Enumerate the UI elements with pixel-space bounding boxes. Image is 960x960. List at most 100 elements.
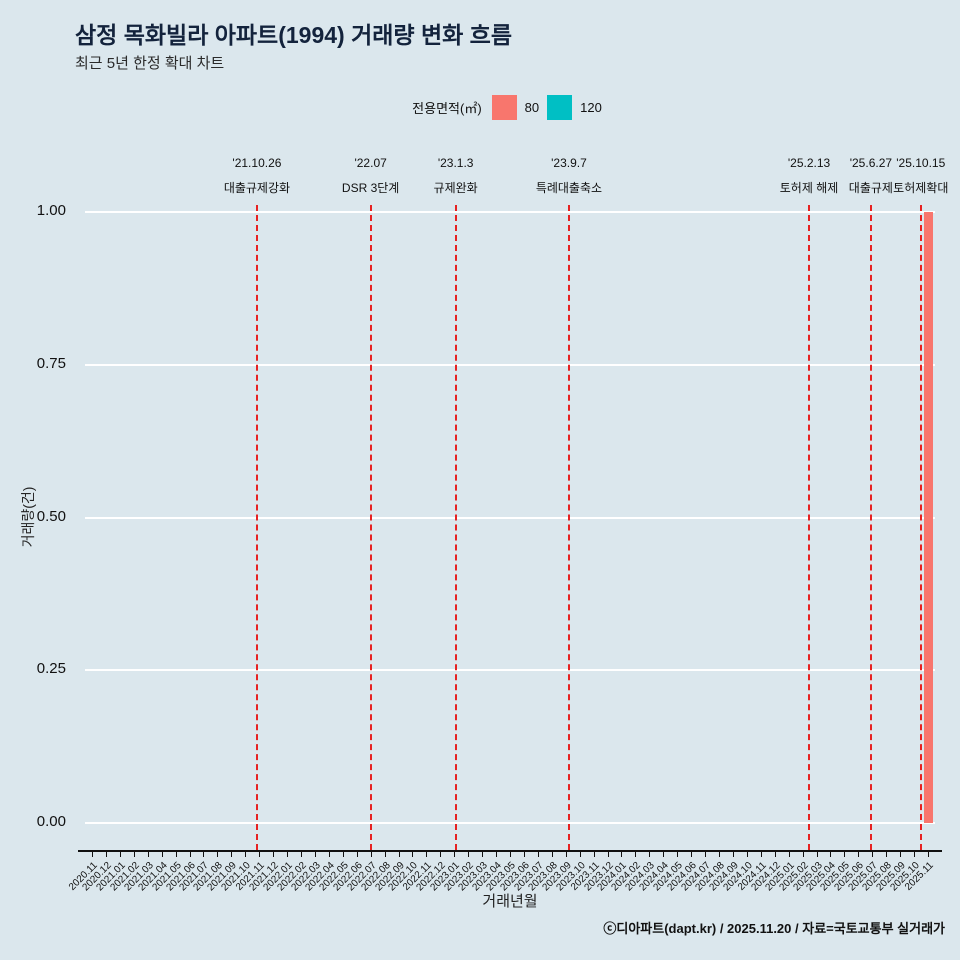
event-date: '25.2.13 bbox=[787, 156, 831, 170]
x-tick bbox=[119, 852, 121, 857]
bar bbox=[923, 212, 933, 823]
x-tick bbox=[746, 852, 748, 857]
event-label: 특례대출축소 bbox=[535, 181, 603, 195]
x-tick bbox=[300, 852, 302, 857]
event-date: '23.1.3 bbox=[437, 156, 474, 170]
x-tick bbox=[203, 852, 205, 857]
x-tick bbox=[844, 852, 846, 857]
x-tick bbox=[774, 852, 776, 857]
legend-swatch-80 bbox=[491, 94, 517, 120]
x-tick bbox=[356, 852, 358, 857]
x-tick bbox=[788, 852, 790, 857]
legend: 전용면적(㎡) 80 120 bbox=[27, 92, 960, 122]
event-line bbox=[919, 205, 922, 850]
y-tick-label: 0.00 bbox=[36, 813, 66, 830]
legend-label-80: 80 bbox=[524, 99, 540, 115]
event-label: 토허제 해제 bbox=[779, 181, 839, 195]
x-tick bbox=[719, 852, 721, 857]
x-tick bbox=[663, 852, 665, 857]
x-tick bbox=[245, 852, 247, 857]
x-tick bbox=[802, 852, 804, 857]
x-tick bbox=[886, 852, 888, 857]
x-tick bbox=[175, 852, 177, 857]
x-tick bbox=[760, 852, 762, 857]
x-tick bbox=[426, 852, 428, 857]
x-tick bbox=[900, 852, 902, 857]
event-date: '23.9.7 bbox=[551, 156, 587, 170]
y-tick-label: 1.00 bbox=[36, 202, 66, 219]
x-tick bbox=[147, 852, 149, 857]
x-tick bbox=[384, 852, 386, 857]
x-tick bbox=[579, 852, 581, 857]
x-tick bbox=[551, 852, 553, 857]
x-tick bbox=[928, 852, 930, 857]
x-tick bbox=[523, 852, 525, 857]
event-label: 규제완화 bbox=[433, 181, 478, 195]
grid-line bbox=[85, 363, 935, 366]
x-axis-line bbox=[78, 850, 942, 852]
x-tick bbox=[468, 852, 470, 857]
legend-label-120: 120 bbox=[580, 99, 602, 115]
x-tick bbox=[705, 852, 707, 857]
x-tick bbox=[314, 852, 316, 857]
x-tick bbox=[830, 852, 832, 857]
legend-items: 80 120 bbox=[491, 94, 602, 120]
x-tick bbox=[593, 852, 595, 857]
x-tick bbox=[858, 852, 860, 857]
y-tick-label: 0.25 bbox=[36, 660, 66, 678]
x-tick bbox=[635, 852, 637, 857]
event-label: 대출규제강화 bbox=[223, 181, 291, 195]
event-line bbox=[869, 205, 872, 850]
chart-title: 삼정 목화빌라 아파트(1994) 거래량 변화 흐름 bbox=[75, 22, 512, 48]
legend-title: 전용면적(㎡) bbox=[412, 100, 482, 116]
event-line bbox=[808, 205, 811, 850]
x-tick bbox=[273, 852, 275, 857]
event-label: 대출규제 bbox=[848, 181, 893, 195]
x-tick bbox=[565, 852, 567, 857]
grid-line bbox=[85, 822, 935, 824]
x-tick bbox=[217, 852, 219, 857]
x-tick bbox=[342, 852, 344, 857]
event-line bbox=[567, 205, 570, 850]
x-tick bbox=[412, 852, 414, 857]
x-tick bbox=[105, 852, 107, 857]
x-tick bbox=[691, 852, 693, 857]
x-tick bbox=[649, 852, 651, 857]
y-tick-label: 0.50 bbox=[36, 507, 66, 525]
x-tick bbox=[328, 852, 330, 857]
x-tick bbox=[607, 852, 609, 857]
chart-subtitle: 최근 5년 한정 확대 차트 bbox=[75, 55, 225, 72]
x-tick bbox=[621, 852, 623, 857]
grid-line bbox=[85, 669, 935, 672]
x-tick bbox=[914, 852, 916, 857]
x-axis-title: 거래년월 bbox=[482, 893, 538, 910]
event-date: '22.07 bbox=[354, 156, 387, 170]
y-tick-label: 0.75 bbox=[36, 354, 66, 372]
x-tick bbox=[537, 852, 539, 857]
x-tick bbox=[482, 852, 484, 857]
grid-line bbox=[85, 516, 935, 519]
x-tick bbox=[133, 852, 135, 857]
x-tick bbox=[677, 852, 679, 857]
event-label: 토허제확대 bbox=[893, 181, 949, 195]
event-label: DSR 3단계 bbox=[341, 181, 400, 195]
x-tick bbox=[496, 852, 498, 857]
event-date: '21.10.26 bbox=[232, 156, 282, 170]
event-line bbox=[255, 205, 258, 850]
x-tick bbox=[161, 852, 163, 857]
x-tick bbox=[259, 852, 261, 857]
x-tick bbox=[398, 852, 400, 857]
grid-line bbox=[85, 211, 935, 213]
y-axis-title: 거래량(건) bbox=[20, 486, 36, 548]
x-tick bbox=[189, 852, 191, 857]
x-tick bbox=[732, 852, 734, 857]
x-tick bbox=[510, 852, 511, 857]
legend-swatch-120 bbox=[547, 94, 573, 120]
x-tick bbox=[440, 852, 442, 857]
x-tick bbox=[370, 852, 372, 857]
x-tick bbox=[287, 852, 289, 857]
x-tick bbox=[872, 852, 874, 857]
x-tick bbox=[454, 852, 456, 857]
